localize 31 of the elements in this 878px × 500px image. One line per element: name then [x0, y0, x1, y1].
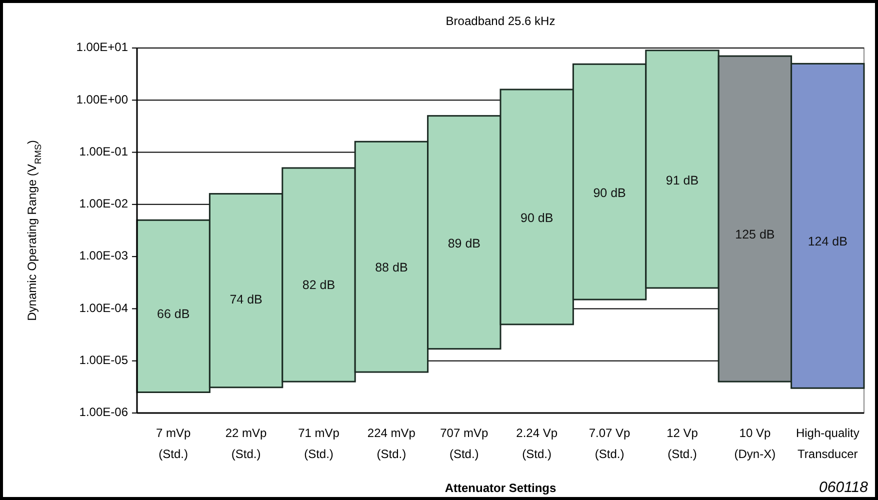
annotation: 88 dB	[375, 260, 408, 275]
y-tick-label: 1.00E-03	[79, 248, 128, 263]
x-tick-label: 7 mVp (Std.)	[156, 426, 192, 461]
annotation: 90 dB	[520, 211, 554, 225]
x-tick-label: 707 mVp (Std.)	[440, 426, 488, 461]
x-tick-label: 7.07 Vp (Std.)	[588, 426, 631, 461]
annotation: 90 dB	[593, 186, 626, 200]
chart-title: Broadband 25.6 kHz	[446, 14, 556, 28]
x-axis-title: Attenuator Settings	[444, 481, 556, 495]
text: 060118	[819, 479, 869, 496]
annotation: 124 dB	[808, 234, 848, 248]
y-tick-label: 1.00E-02	[79, 196, 128, 211]
annotation: 66 dB	[157, 307, 190, 322]
y-tick-label: 1.00E+00	[76, 92, 128, 106]
y-tick-label: 1.00E-04	[79, 300, 128, 315]
annotation: 74 dB	[230, 292, 262, 307]
annotation: 82 dB	[302, 278, 336, 292]
y-tick-label: 1.00E-01	[79, 144, 128, 158]
x-tick-label: High-quality Transducer	[796, 426, 860, 461]
x-tick-label: 2.24 Vp (Std.)	[516, 426, 558, 461]
annotation: 125 dB	[735, 227, 775, 242]
x-tick-label: 10 Vp (Dyn-X)	[734, 426, 776, 461]
y-tick-label: 1.00E-05	[79, 353, 128, 368]
y-tick-label: 1.00E-06	[79, 405, 128, 420]
y-tick-label: 1.00E+01	[76, 40, 128, 54]
x-tick-label: 22 mVp (Std.)	[225, 426, 268, 461]
x-tick-label: 12 Vp (Std.)	[666, 426, 698, 461]
x-tick-label: 71 mVp (Std.)	[298, 426, 340, 461]
x-tick-label: 224 mVp (Std.)	[367, 426, 416, 461]
annotation: 91 dB	[666, 173, 699, 188]
annotation: 89 dB	[448, 236, 480, 250]
